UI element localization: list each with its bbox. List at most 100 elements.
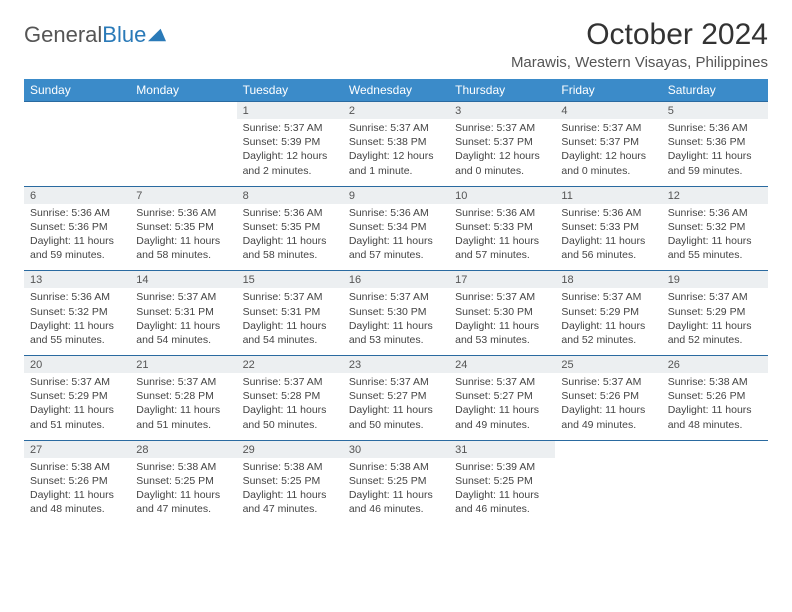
daynum-cell: 5 bbox=[662, 102, 768, 120]
day-details: Sunrise: 5:36 AMSunset: 5:35 PMDaylight:… bbox=[243, 206, 337, 263]
daynum-cell: 15 bbox=[237, 271, 343, 289]
daynum-cell: 17 bbox=[449, 271, 555, 289]
week-4-info-row: Sunrise: 5:38 AMSunset: 5:26 PMDaylight:… bbox=[24, 458, 768, 525]
day-details: Sunrise: 5:37 AMSunset: 5:29 PMDaylight:… bbox=[561, 290, 655, 347]
daynum-cell: 10 bbox=[449, 186, 555, 204]
day-header-friday: Friday bbox=[555, 79, 661, 102]
dayinfo-cell: Sunrise: 5:37 AMSunset: 5:29 PMDaylight:… bbox=[24, 373, 130, 440]
dayinfo-cell: Sunrise: 5:36 AMSunset: 5:32 PMDaylight:… bbox=[662, 204, 768, 271]
dayinfo-cell: Sunrise: 5:37 AMSunset: 5:26 PMDaylight:… bbox=[555, 373, 661, 440]
day-details: Sunrise: 5:38 AMSunset: 5:26 PMDaylight:… bbox=[30, 460, 124, 517]
dayinfo-cell: Sunrise: 5:37 AMSunset: 5:31 PMDaylight:… bbox=[130, 288, 236, 355]
day-header-wednesday: Wednesday bbox=[343, 79, 449, 102]
day-details: Sunrise: 5:37 AMSunset: 5:31 PMDaylight:… bbox=[243, 290, 337, 347]
daynum-cell: 14 bbox=[130, 271, 236, 289]
dayinfo-cell: Sunrise: 5:36 AMSunset: 5:36 PMDaylight:… bbox=[24, 204, 130, 271]
day-details: Sunrise: 5:37 AMSunset: 5:27 PMDaylight:… bbox=[455, 375, 549, 432]
dayinfo-cell: Sunrise: 5:37 AMSunset: 5:27 PMDaylight:… bbox=[449, 373, 555, 440]
daynum-cell: 22 bbox=[237, 356, 343, 374]
day-details: Sunrise: 5:38 AMSunset: 5:25 PMDaylight:… bbox=[243, 460, 337, 517]
week-2-daynum-row: 13141516171819 bbox=[24, 271, 768, 289]
day-details: Sunrise: 5:36 AMSunset: 5:34 PMDaylight:… bbox=[349, 206, 443, 263]
dayinfo-cell: Sunrise: 5:37 AMSunset: 5:29 PMDaylight:… bbox=[662, 288, 768, 355]
daynum-cell: 3 bbox=[449, 102, 555, 120]
logo-word2: Blue bbox=[102, 22, 146, 47]
daynum-cell: 19 bbox=[662, 271, 768, 289]
daynum-cell: 8 bbox=[237, 186, 343, 204]
dayinfo-cell: Sunrise: 5:36 AMSunset: 5:33 PMDaylight:… bbox=[449, 204, 555, 271]
logo-mark-icon bbox=[148, 28, 166, 42]
daynum-cell: 6 bbox=[24, 186, 130, 204]
daynum-cell: 18 bbox=[555, 271, 661, 289]
daynum-cell: 23 bbox=[343, 356, 449, 374]
dayinfo-cell: Sunrise: 5:38 AMSunset: 5:26 PMDaylight:… bbox=[662, 373, 768, 440]
daynum-cell: 9 bbox=[343, 186, 449, 204]
daynum-cell: 11 bbox=[555, 186, 661, 204]
daynum-cell: 25 bbox=[555, 356, 661, 374]
daynum-cell: 30 bbox=[343, 440, 449, 458]
dayinfo-cell: Sunrise: 5:37 AMSunset: 5:30 PMDaylight:… bbox=[343, 288, 449, 355]
header: GeneralBlue October 2024 Marawis, Wester… bbox=[24, 18, 768, 71]
daynum-cell: 7 bbox=[130, 186, 236, 204]
day-details: Sunrise: 5:37 AMSunset: 5:39 PMDaylight:… bbox=[243, 121, 337, 178]
day-details: Sunrise: 5:36 AMSunset: 5:33 PMDaylight:… bbox=[561, 206, 655, 263]
dayinfo-cell: Sunrise: 5:37 AMSunset: 5:38 PMDaylight:… bbox=[343, 119, 449, 186]
daynum-cell bbox=[24, 102, 130, 120]
day-details: Sunrise: 5:37 AMSunset: 5:28 PMDaylight:… bbox=[136, 375, 230, 432]
dayinfo-cell: Sunrise: 5:36 AMSunset: 5:33 PMDaylight:… bbox=[555, 204, 661, 271]
daynum-cell: 1 bbox=[237, 102, 343, 120]
day-details: Sunrise: 5:37 AMSunset: 5:31 PMDaylight:… bbox=[136, 290, 230, 347]
week-0-daynum-row: 12345 bbox=[24, 102, 768, 120]
day-details: Sunrise: 5:37 AMSunset: 5:37 PMDaylight:… bbox=[561, 121, 655, 178]
daynum-cell bbox=[555, 440, 661, 458]
week-4-daynum-row: 2728293031 bbox=[24, 440, 768, 458]
dayinfo-cell bbox=[555, 458, 661, 525]
dayinfo-cell: Sunrise: 5:39 AMSunset: 5:25 PMDaylight:… bbox=[449, 458, 555, 525]
daynum-cell: 16 bbox=[343, 271, 449, 289]
daynum-cell bbox=[130, 102, 236, 120]
calendar-table: SundayMondayTuesdayWednesdayThursdayFrid… bbox=[24, 79, 768, 524]
dayinfo-cell: Sunrise: 5:37 AMSunset: 5:28 PMDaylight:… bbox=[237, 373, 343, 440]
week-2-info-row: Sunrise: 5:36 AMSunset: 5:32 PMDaylight:… bbox=[24, 288, 768, 355]
day-header-sunday: Sunday bbox=[24, 79, 130, 102]
dayinfo-cell: Sunrise: 5:38 AMSunset: 5:25 PMDaylight:… bbox=[237, 458, 343, 525]
daynum-cell: 2 bbox=[343, 102, 449, 120]
dayinfo-cell: Sunrise: 5:37 AMSunset: 5:37 PMDaylight:… bbox=[449, 119, 555, 186]
day-details: Sunrise: 5:37 AMSunset: 5:29 PMDaylight:… bbox=[668, 290, 762, 347]
day-details: Sunrise: 5:36 AMSunset: 5:36 PMDaylight:… bbox=[30, 206, 124, 263]
dayinfo-cell: Sunrise: 5:36 AMSunset: 5:35 PMDaylight:… bbox=[237, 204, 343, 271]
day-details: Sunrise: 5:36 AMSunset: 5:33 PMDaylight:… bbox=[455, 206, 549, 263]
week-1-daynum-row: 6789101112 bbox=[24, 186, 768, 204]
page-title: October 2024 bbox=[511, 18, 768, 52]
dayinfo-cell: Sunrise: 5:38 AMSunset: 5:25 PMDaylight:… bbox=[343, 458, 449, 525]
week-1-info-row: Sunrise: 5:36 AMSunset: 5:36 PMDaylight:… bbox=[24, 204, 768, 271]
logo-text: GeneralBlue bbox=[24, 22, 146, 48]
day-details: Sunrise: 5:38 AMSunset: 5:25 PMDaylight:… bbox=[349, 460, 443, 517]
daynum-cell: 24 bbox=[449, 356, 555, 374]
dayinfo-cell: Sunrise: 5:37 AMSunset: 5:27 PMDaylight:… bbox=[343, 373, 449, 440]
dayinfo-cell: Sunrise: 5:36 AMSunset: 5:34 PMDaylight:… bbox=[343, 204, 449, 271]
week-3-info-row: Sunrise: 5:37 AMSunset: 5:29 PMDaylight:… bbox=[24, 373, 768, 440]
dayinfo-cell: Sunrise: 5:37 AMSunset: 5:28 PMDaylight:… bbox=[130, 373, 236, 440]
dayinfo-cell: Sunrise: 5:37 AMSunset: 5:31 PMDaylight:… bbox=[237, 288, 343, 355]
day-details: Sunrise: 5:39 AMSunset: 5:25 PMDaylight:… bbox=[455, 460, 549, 517]
logo: GeneralBlue bbox=[24, 18, 166, 48]
daynum-cell: 28 bbox=[130, 440, 236, 458]
day-details: Sunrise: 5:37 AMSunset: 5:29 PMDaylight:… bbox=[30, 375, 124, 432]
dayinfo-cell bbox=[130, 119, 236, 186]
logo-word1: General bbox=[24, 22, 102, 47]
day-details: Sunrise: 5:36 AMSunset: 5:36 PMDaylight:… bbox=[668, 121, 762, 178]
daynum-cell bbox=[662, 440, 768, 458]
daynum-cell: 21 bbox=[130, 356, 236, 374]
day-details: Sunrise: 5:37 AMSunset: 5:26 PMDaylight:… bbox=[561, 375, 655, 432]
dayinfo-cell: Sunrise: 5:37 AMSunset: 5:39 PMDaylight:… bbox=[237, 119, 343, 186]
day-details: Sunrise: 5:37 AMSunset: 5:28 PMDaylight:… bbox=[243, 375, 337, 432]
dayinfo-cell: Sunrise: 5:38 AMSunset: 5:25 PMDaylight:… bbox=[130, 458, 236, 525]
day-details: Sunrise: 5:37 AMSunset: 5:27 PMDaylight:… bbox=[349, 375, 443, 432]
day-header-saturday: Saturday bbox=[662, 79, 768, 102]
dayinfo-cell: Sunrise: 5:37 AMSunset: 5:29 PMDaylight:… bbox=[555, 288, 661, 355]
day-details: Sunrise: 5:38 AMSunset: 5:25 PMDaylight:… bbox=[136, 460, 230, 517]
week-0-info-row: Sunrise: 5:37 AMSunset: 5:39 PMDaylight:… bbox=[24, 119, 768, 186]
daynum-cell: 20 bbox=[24, 356, 130, 374]
title-block: October 2024 Marawis, Western Visayas, P… bbox=[511, 18, 768, 71]
